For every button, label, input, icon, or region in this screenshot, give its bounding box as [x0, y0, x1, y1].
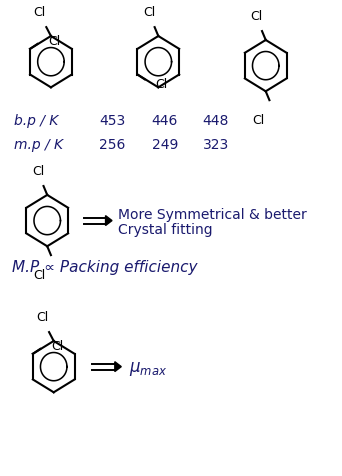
Text: Cl: Cl — [252, 114, 264, 127]
Text: Crystal fitting: Crystal fitting — [118, 223, 212, 237]
Text: 453: 453 — [99, 114, 125, 128]
Text: Cl: Cl — [155, 78, 167, 91]
Text: m.p / K: m.p / K — [14, 137, 63, 151]
Text: Cl: Cl — [34, 268, 46, 281]
Text: 256: 256 — [99, 137, 125, 151]
Text: Cl: Cl — [250, 10, 263, 23]
Polygon shape — [115, 362, 121, 372]
Text: Cl: Cl — [51, 340, 64, 353]
Text: M.P ∝ Packing efficiency: M.P ∝ Packing efficiency — [12, 259, 198, 274]
Text: Cl: Cl — [143, 6, 155, 19]
Text: Cl: Cl — [34, 6, 46, 19]
Text: 446: 446 — [152, 114, 178, 128]
Text: 448: 448 — [202, 114, 229, 128]
Text: Cl: Cl — [37, 310, 49, 324]
Text: $\mu_{max}$: $\mu_{max}$ — [129, 359, 167, 377]
Text: b.p / K: b.p / K — [14, 114, 58, 128]
Text: 323: 323 — [202, 137, 229, 151]
Text: Cl: Cl — [49, 35, 61, 49]
Polygon shape — [106, 216, 112, 226]
Text: More Symmetrical & better: More Symmetrical & better — [118, 207, 306, 221]
Text: 249: 249 — [152, 137, 178, 151]
Text: Cl: Cl — [32, 165, 44, 178]
